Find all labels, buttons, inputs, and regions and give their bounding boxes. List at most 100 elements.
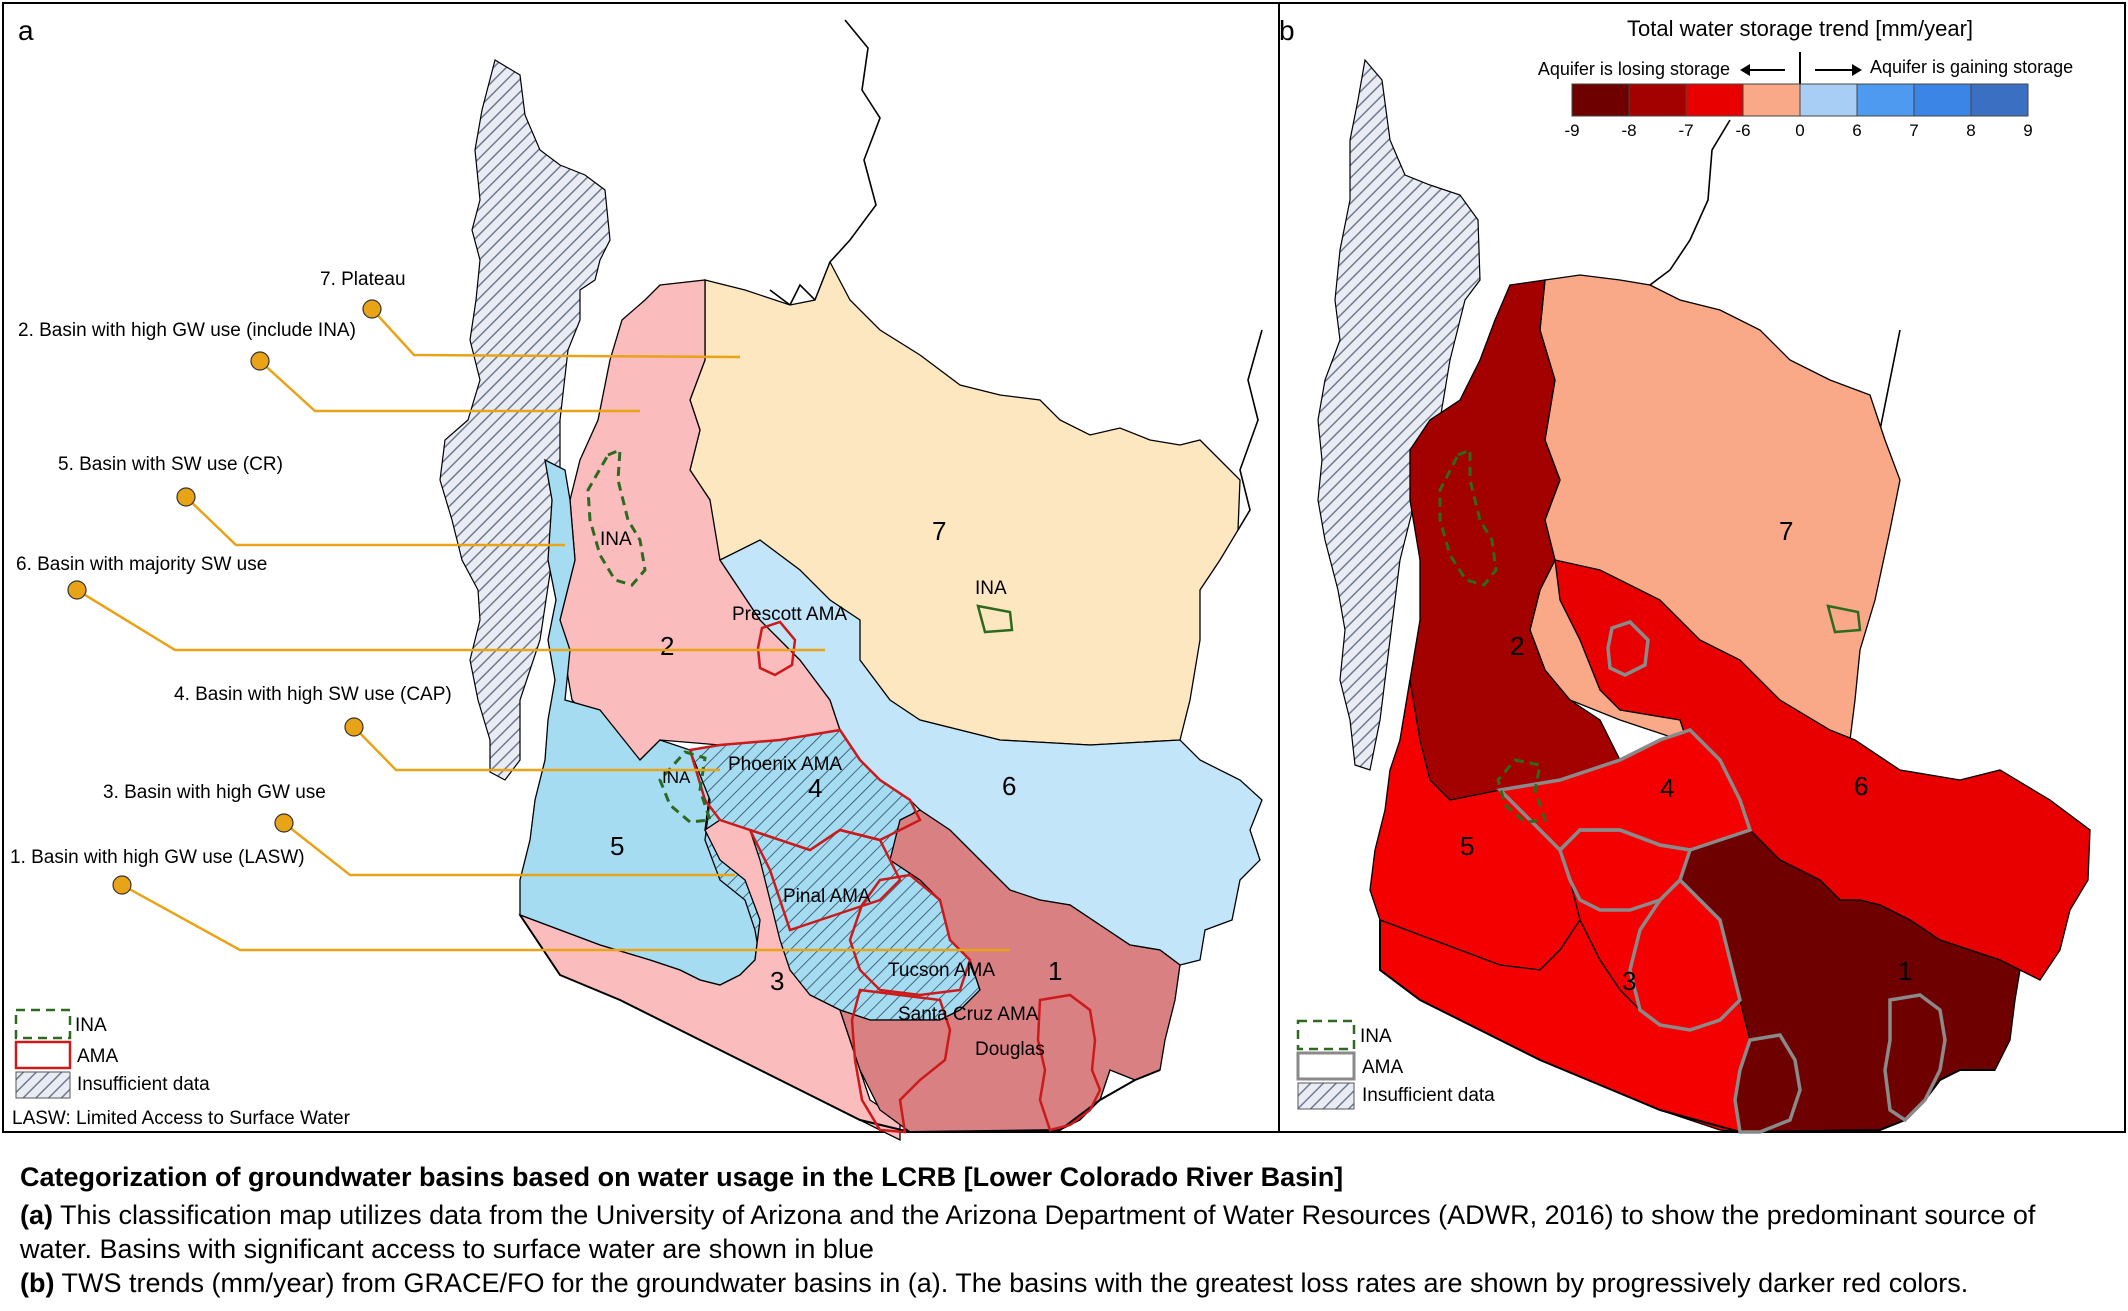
- colorbar-tick-label: 0: [1795, 121, 1804, 140]
- colorbar-tick-label: -8: [1621, 121, 1636, 140]
- basin-number: 7: [1779, 516, 1793, 546]
- key-insufficient-label: Insufficient data: [1362, 1085, 1495, 1106]
- leader-line-7: [371, 308, 741, 359]
- key-lasw-label: LASW: Limited Access to Surface Water: [12, 1108, 351, 1129]
- colorbar-ticks: -9 -8 -7 -6 0 6 7 8 9: [1564, 121, 2032, 140]
- key-insufficient-swatch: [1297, 1082, 1355, 1110]
- colorbar-swatch: [1742, 83, 1801, 117]
- ina-east-outline: [1826, 604, 1862, 634]
- panel-b-label: b: [1279, 15, 1295, 46]
- douglas-ama-outline: [1883, 993, 1947, 1123]
- basin-2: [559, 279, 841, 761]
- caption-b-text: TWS trends (mm/year) from GRACE/FO for t…: [61, 1268, 1969, 1298]
- basin-number: 5: [1460, 831, 1474, 861]
- colorbar-tick-label: -9: [1564, 121, 1579, 140]
- category-label-3: 3. Basin with high GW use: [103, 782, 326, 803]
- colorbar-swatches: [1571, 83, 2029, 117]
- santa-cruz-ama-outline: [1733, 1033, 1802, 1134]
- leader-line-3: [283, 822, 735, 877]
- phoenix-ama-label: Phoenix AMA: [728, 754, 842, 775]
- leader-line-5: [185, 496, 565, 547]
- leader-dot: [67, 580, 87, 600]
- douglas-ama-label: Douglas: [975, 1039, 1045, 1060]
- leader-line-6: [76, 588, 825, 652]
- leader-dot: [250, 351, 270, 371]
- key-ina-label: INA: [75, 1015, 107, 1036]
- river-line-east: [1237, 329, 1263, 531]
- category-label-4: 4. Basin with high SW use (CAP): [174, 684, 452, 705]
- ina-north-outline: [1438, 447, 1498, 587]
- insufficient-data-area: [439, 59, 611, 781]
- basin-number: 7: [932, 516, 946, 546]
- basin-number: 2: [660, 631, 674, 661]
- ina-south-outline: [1496, 758, 1548, 824]
- phoenix-ama-outline: [688, 728, 922, 852]
- category-label-5: 5. Basin with SW use (CR): [58, 454, 283, 475]
- caption-a-text: This classification map utilizes data fr…: [20, 1200, 2036, 1264]
- panel-a-label: a: [18, 15, 34, 46]
- tucson-ama-outline: [848, 873, 972, 997]
- leader-lines: [76, 308, 1010, 952]
- prescott-ama-outline: [756, 620, 797, 677]
- colorbar-tick-label: -7: [1678, 121, 1693, 140]
- leader-dot: [362, 299, 382, 319]
- leader-line-2: [259, 360, 640, 413]
- colorbar-tick-label: 9: [2023, 121, 2032, 140]
- colorbar-right-note: Aquifer is gaining storage: [1870, 57, 2073, 77]
- leader-dots: [67, 299, 382, 895]
- pinal-ama-label: Pinal AMA: [783, 886, 871, 907]
- arrow-right-icon: [1852, 64, 1862, 76]
- ina-label: INA: [600, 529, 632, 550]
- arrow-left-icon: [1740, 64, 1750, 76]
- caption-b: (b) TWS trends (mm/year) from GRACE/FO f…: [20, 1266, 2110, 1300]
- basin-number: 6: [1002, 771, 1016, 801]
- ina-north-outline: [586, 447, 647, 587]
- ina-east-outline: [976, 604, 1014, 634]
- colorbar-swatch: [1685, 83, 1744, 117]
- key-ina-label: INA: [1360, 1026, 1392, 1047]
- pinal-ama-outline: [747, 827, 902, 932]
- ina-label: INA: [662, 768, 691, 787]
- colorbar-swatch: [1571, 83, 1630, 117]
- caption-b-label: (b): [20, 1268, 55, 1298]
- panel-b-key: INA AMA Insufficient data: [1296, 1019, 1495, 1110]
- category-label-1: 1. Basin with high GW use (LASW): [10, 847, 305, 868]
- basin-number: 6: [1854, 771, 1868, 801]
- key-ina-swatch: [1296, 1019, 1356, 1051]
- panel-a: a 7 2: [2, 2, 1280, 1142]
- colorbar: Total water storage trend [mm/year] Aqui…: [1538, 16, 2073, 140]
- leader-dot: [112, 875, 132, 895]
- colorbar-swatch: [1856, 83, 1915, 117]
- leader-dot: [176, 487, 196, 507]
- key-ama-swatch: [1296, 1051, 1356, 1081]
- panel-b: b: [1278, 2, 2126, 1134]
- ama-outlines: [1496, 619, 1947, 1134]
- ina-south-outline: [658, 750, 713, 824]
- ina-label: INA: [975, 578, 1007, 599]
- category-label-2: 2. Basin with high GW use (include INA): [18, 320, 356, 341]
- prescott-ama-label: Prescott AMA: [732, 604, 847, 625]
- basin-number: 4: [1660, 773, 1674, 803]
- key-ama-label: AMA: [1362, 1057, 1404, 1078]
- leader-line-1: [121, 883, 1010, 952]
- colorbar-tick-label: 8: [1966, 121, 1975, 140]
- caption-title: Categorization of groundwater basins bas…: [20, 1162, 1344, 1192]
- pinal-ama-outline: [1557, 828, 1693, 912]
- state-border: [519, 914, 1161, 1134]
- basin-number: 3: [1622, 966, 1636, 996]
- colorbar-swatch: [1970, 83, 2029, 117]
- key-ama-swatch: [14, 1040, 72, 1070]
- category-label-7: 7. Plateau: [320, 269, 406, 290]
- basin-number: 3: [770, 966, 784, 996]
- river-line: [769, 19, 881, 307]
- basin-number: 1: [1048, 956, 1062, 986]
- tucson-ama-label: Tucson AMA: [888, 960, 995, 981]
- key-ina-swatch: [14, 1008, 72, 1040]
- phoenix-ama-outline: [1496, 727, 1753, 853]
- tucson-ama-outline: [1628, 877, 1742, 1032]
- basin-number: 1: [1898, 956, 1912, 986]
- key-ama-label: AMA: [77, 1046, 119, 1067]
- colorbar-swatch: [1913, 83, 1972, 117]
- basin-number: 2: [1510, 631, 1524, 661]
